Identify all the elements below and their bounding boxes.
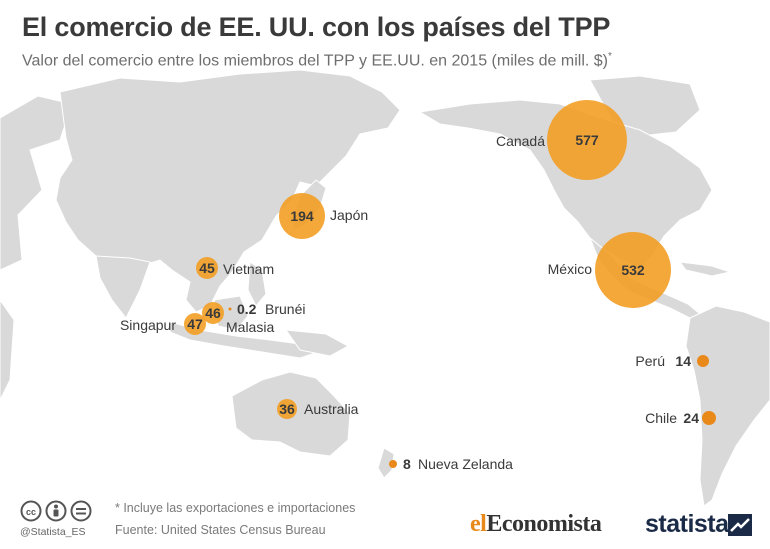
bubble-labels: 577 Canadá 532 México 194 Japón 45 Vietn… [120, 132, 699, 472]
land-new-guinea [284, 329, 350, 357]
eleconomista-logo-rest: Economista [486, 511, 602, 537]
label-vietnam: Vietnam [223, 261, 274, 277]
value-singapur: 47 [187, 316, 203, 332]
value-malasia: 46 [205, 305, 221, 321]
bubble-japan [279, 193, 325, 239]
chart-subtitle: Valor del comercio entre los miembros de… [22, 51, 612, 70]
value-vietnam: 45 [199, 260, 215, 276]
eleconomista-logo[interactable]: elEconomista [470, 511, 602, 538]
subtitle-asterisk: * [608, 51, 612, 62]
label-australia: Australia [304, 401, 359, 417]
bubble-nueva-zelanda [389, 460, 397, 468]
source-line: Fuente: United States Census Bureau [115, 523, 326, 537]
landmasses [0, 69, 770, 507]
bubble-malasia [202, 302, 224, 324]
bubble-australia [277, 399, 297, 419]
land-south-america [685, 305, 770, 507]
eleconomista-logo-prefix: el [470, 511, 487, 537]
land-caribbean [678, 261, 732, 277]
value-australia: 36 [279, 401, 295, 417]
svg-text:cc: cc [26, 507, 36, 517]
statista-handle: @Statista_ES [20, 526, 86, 538]
chart-title: El comercio de EE. UU. con los países de… [22, 12, 611, 42]
label-brunei: Brunéi [265, 301, 305, 317]
bubble-chile [702, 411, 716, 425]
land-eurasia [55, 69, 401, 313]
bubble-peru [697, 355, 709, 367]
land-indonesia [169, 321, 320, 359]
footnote: * Incluye las exportaciones e importacio… [115, 501, 356, 515]
equals-icon [70, 500, 92, 522]
value-canada: 577 [575, 132, 599, 148]
statista-wordmark[interactable]: statista [645, 510, 729, 538]
bubble-vietnam [196, 257, 218, 279]
label-nueva-zelanda: Nueva Zelanda [418, 456, 513, 472]
label-chile: Chile [645, 410, 677, 426]
subtitle-text: Valor del comercio entre los miembros de… [22, 52, 609, 70]
value-mexico: 532 [621, 262, 645, 278]
land-europe-africa [0, 95, 73, 271]
label-peru: Perú [635, 353, 665, 369]
label-japan: Japón [330, 207, 368, 223]
person-icon [45, 500, 67, 522]
label-canada: Canadá [496, 133, 545, 149]
label-singapur: Singapur [120, 317, 176, 333]
bubble-mexico [595, 232, 671, 308]
bubble-brunei [228, 307, 232, 311]
value-brunei: 0.2 [237, 301, 257, 317]
label-mexico: México [548, 261, 593, 277]
label-malasia: Malasia [226, 319, 274, 335]
license-icons: cc [20, 500, 92, 522]
land-new-zealand [377, 447, 395, 479]
land-india [95, 255, 151, 319]
value-peru: 14 [675, 353, 691, 369]
land-philippines [247, 261, 267, 307]
cc-icon: cc [20, 500, 42, 522]
value-chile: 24 [683, 410, 699, 426]
bubble-canada [547, 100, 627, 180]
bubble-singapur [184, 313, 206, 335]
statista-logo-icon [728, 514, 752, 536]
land-africa-sliver [0, 299, 15, 401]
trade-bubbles [184, 100, 716, 468]
value-japan: 194 [290, 208, 314, 224]
value-nueva-zelanda: 8 [403, 456, 411, 472]
